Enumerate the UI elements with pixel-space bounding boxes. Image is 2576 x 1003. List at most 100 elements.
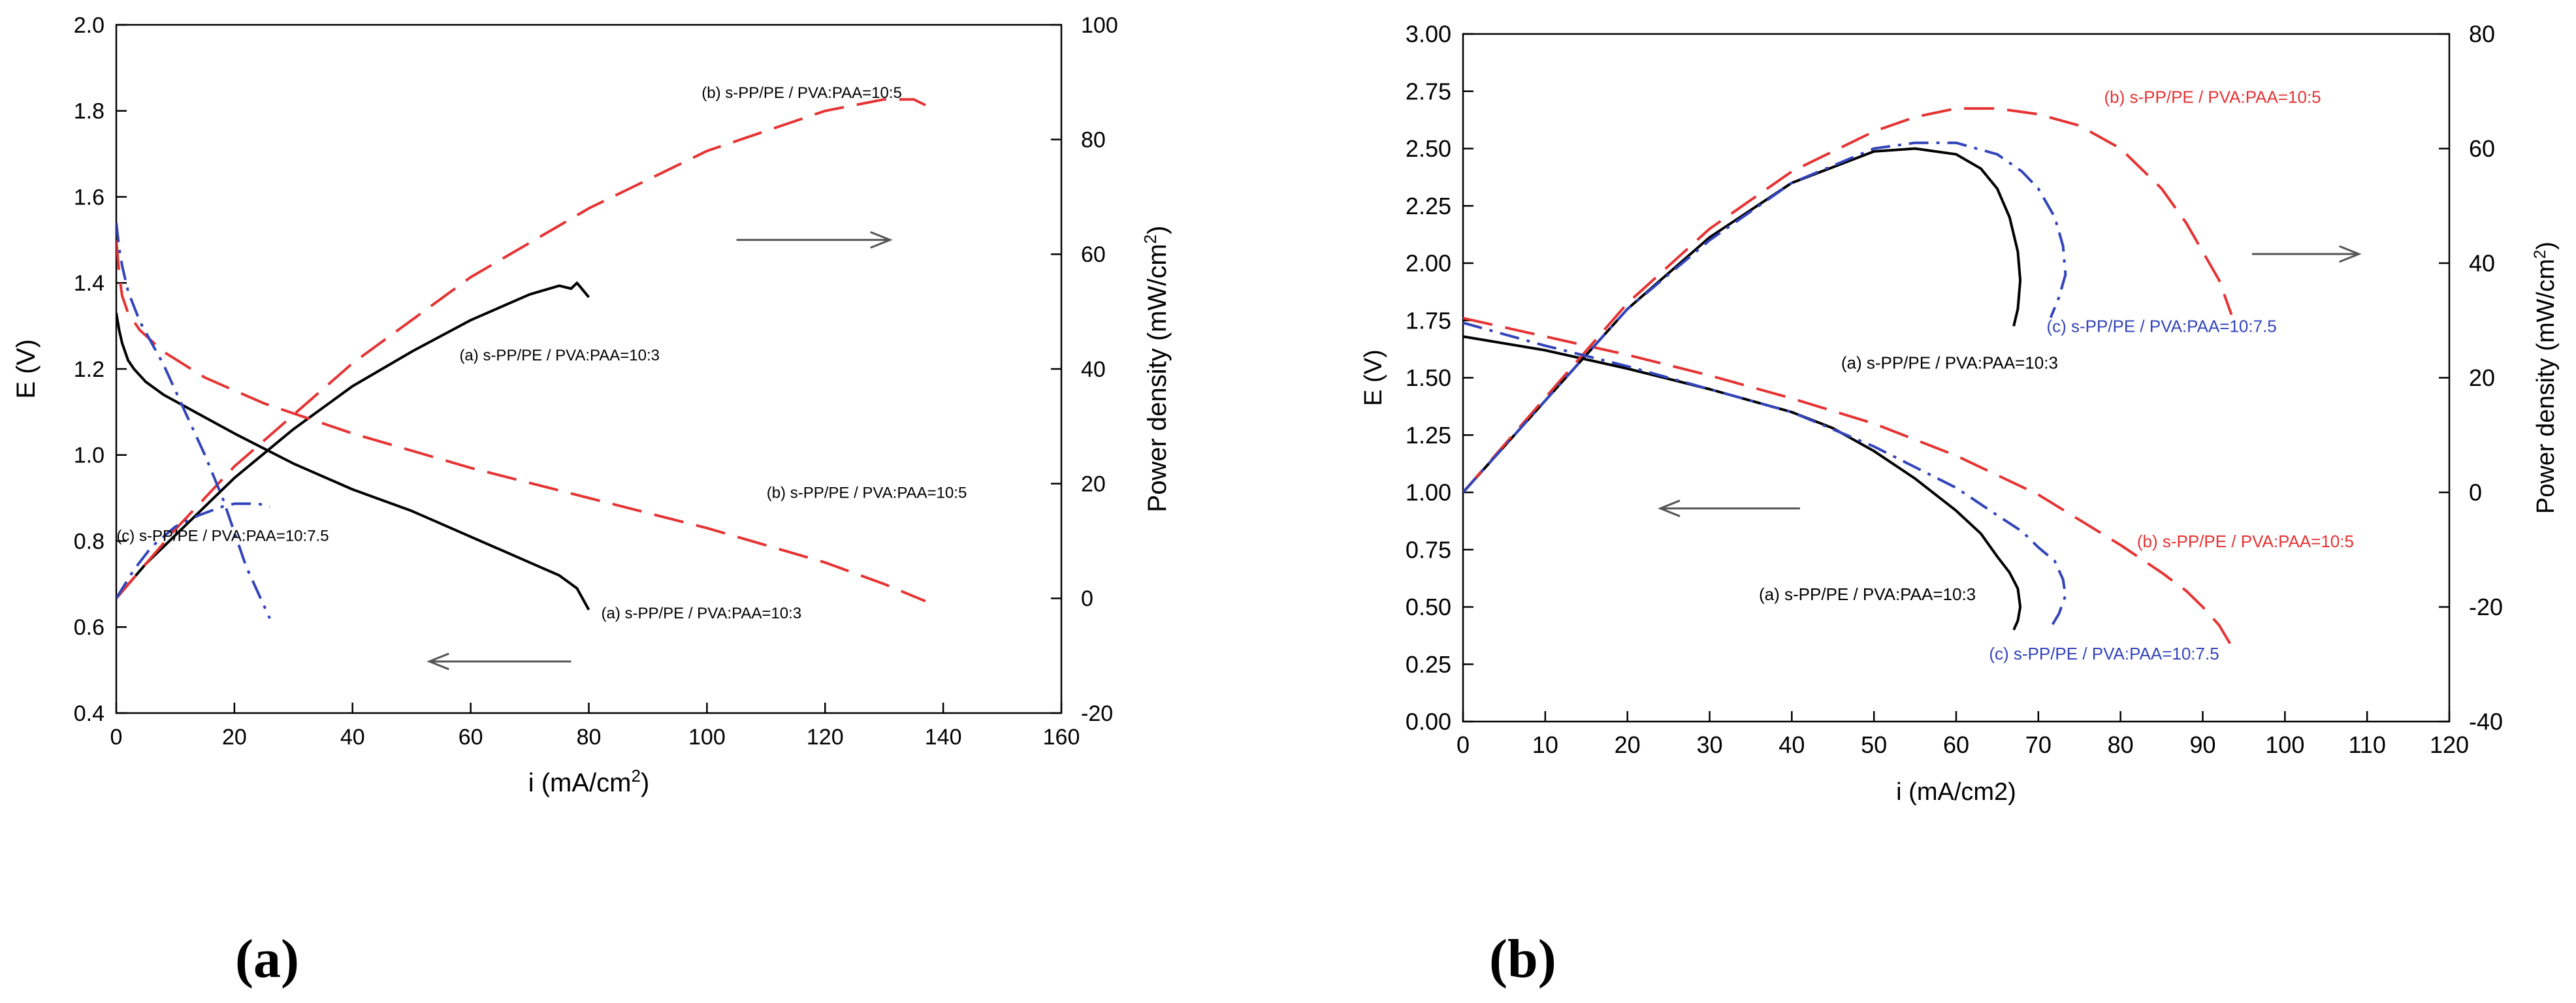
y2-axis-label-end: ) xyxy=(2532,242,2560,250)
y-tick-label: 2.75 xyxy=(1406,78,1451,104)
panel-label-b: (b) xyxy=(1489,929,1556,989)
y2-axis-label-end: ) xyxy=(1143,226,1172,234)
y2-tick-label: 60 xyxy=(2469,135,2495,162)
x-tick-label: 100 xyxy=(2265,731,2304,758)
x-tick-label: 10 xyxy=(1532,731,1558,758)
y2-tick-label: 40 xyxy=(1081,357,1106,382)
y-tick-label: 0.6 xyxy=(74,615,105,640)
x-tick-label: 40 xyxy=(340,725,365,750)
panel-label-a: (a) xyxy=(235,929,299,989)
power-curve-1 xyxy=(1463,147,2022,494)
y-tick-label: 2.00 xyxy=(1406,250,1451,277)
y2-tick-label: -20 xyxy=(1081,701,1113,726)
x-tick-label: 120 xyxy=(807,725,844,750)
curve-annotation-3: (a) s-PP/PE / PVA:PAA=10:3 xyxy=(1759,584,1976,604)
y2-tick-label: 80 xyxy=(2469,21,2495,48)
y2-tick-label: 80 xyxy=(1081,128,1106,153)
x-axis-label-sup: 2 xyxy=(631,766,640,786)
voltage-curve-4 xyxy=(1463,321,2067,629)
x-tick-label: 160 xyxy=(1043,725,1080,750)
voltage-curve-0 xyxy=(1463,335,2022,631)
x-tick-label: 90 xyxy=(2189,731,2215,758)
x-tick-label: 100 xyxy=(688,725,726,750)
arrow-head-0 xyxy=(870,231,893,249)
x-tick-label: 20 xyxy=(222,725,247,750)
y2-axis-label: Power density (mW/cm2) xyxy=(1140,226,1172,513)
x-tick-label: 120 xyxy=(2430,731,2469,758)
y-tick-label: 2.50 xyxy=(1406,135,1451,162)
y2-tick-label: 0 xyxy=(2469,479,2482,506)
x-tick-label: 30 xyxy=(1696,731,1722,758)
y-tick-label: 1.4 xyxy=(74,271,105,296)
y2-tick-label: 40 xyxy=(2469,250,2495,277)
y-tick-label: 0.8 xyxy=(74,529,105,554)
y-tick-label: 0.25 xyxy=(1406,651,1451,678)
x-axis-label: i (mA/cm2) xyxy=(1896,778,2016,806)
x-tick-label: 0 xyxy=(1457,731,1470,758)
x-axis-label-main: i (mA/cm xyxy=(528,769,632,797)
y-tick-label: 1.0 xyxy=(74,443,105,468)
x-tick-label: 60 xyxy=(1943,731,1969,758)
voltage-curve-4 xyxy=(116,222,271,619)
y-tick-label: 1.8 xyxy=(74,99,105,124)
curve-annotation-3: (c) s-PP/PE / PVA:PAA=10:7.5 xyxy=(116,528,329,545)
x-tick-label: 40 xyxy=(1779,731,1805,758)
x-tick-label: 50 xyxy=(1861,731,1887,758)
curve-annotation-5: (c) s-PP/PE / PVA:PAA=10:7.5 xyxy=(1989,644,2219,663)
y2-axis-label-sup: 2 xyxy=(1140,234,1160,244)
power-curve-1 xyxy=(116,281,590,599)
y-tick-label: 1.00 xyxy=(1406,479,1451,506)
curve-annotation-4: (a) s-PP/PE / PVA:PAA=10:3 xyxy=(601,605,801,622)
power-curve-5 xyxy=(116,502,270,599)
y2-axis-label-main: Power density (mW/cm xyxy=(2532,259,2560,514)
y2-tick-label: 100 xyxy=(1081,13,1118,38)
y2-axis-label-main: Power density (mW/cm xyxy=(1143,244,1172,512)
y2-tick-label: 20 xyxy=(1081,472,1106,497)
y-axis-label: E (V) xyxy=(12,339,40,398)
voltage-curve-2 xyxy=(1463,317,2233,647)
y-tick-label: 0.50 xyxy=(1406,594,1451,620)
curve-annotation-2: (b) s-PP/PE / PVA:PAA=10:5 xyxy=(767,485,967,502)
x-axis-label-end: ) xyxy=(641,769,649,797)
y-tick-label: 2.25 xyxy=(1406,193,1451,219)
voltage-curve-0 xyxy=(116,313,590,611)
y-tick-label: 1.6 xyxy=(74,185,105,210)
y-tick-label: 0.75 xyxy=(1406,536,1451,563)
curve-annotation-1: (a) s-PP/PE / PVA:PAA=10:3 xyxy=(459,347,660,364)
curve-annotation-1: (c) s-PP/PE / PVA:PAA=10:7.5 xyxy=(2046,316,2276,336)
x-tick-label: 70 xyxy=(2025,731,2052,758)
y-axis-label: E (V) xyxy=(1360,349,1387,406)
y-tick-label: 3.00 xyxy=(1406,21,1451,48)
x-tick-label: 140 xyxy=(925,725,962,750)
curve-annotation-2: (a) s-PP/PE / PVA:PAA=10:3 xyxy=(1841,353,2058,372)
arrow-head-0 xyxy=(2339,245,2362,263)
curve-annotation-0: (b) s-PP/PE / PVA:PAA=10:5 xyxy=(701,84,902,102)
y-tick-label: 1.25 xyxy=(1406,422,1451,449)
y-tick-label: 1.2 xyxy=(74,357,105,382)
y-tick-label: 1.75 xyxy=(1406,307,1451,334)
curve-annotation-4: (b) s-PP/PE / PVA:PAA=10:5 xyxy=(2137,532,2354,551)
y2-tick-label: -20 xyxy=(2469,594,2503,620)
y-tick-label: 1.50 xyxy=(1406,364,1451,391)
y-tick-label: 0.4 xyxy=(74,701,105,726)
x-axis-label-main: i (mA/cm2) xyxy=(1896,778,2016,806)
y-tick-label: 0.00 xyxy=(1406,708,1451,735)
power-curve-5 xyxy=(1463,141,2067,494)
y2-tick-label: 20 xyxy=(2469,364,2495,391)
power-curve-3 xyxy=(1463,107,2233,494)
y2-tick-label: 0 xyxy=(1081,586,1093,611)
y2-axis-label: Power density (mW/cm2) xyxy=(2532,242,2560,514)
x-tick-label: 60 xyxy=(459,725,483,750)
chart-panel-a: 0 20 40 60 80 100 120 140 160 0.4 0.6 0.8 1.0 1.2 1.4 1… xyxy=(12,13,1172,797)
chart-panel-b: 0 10 20 30 40 50 60 70 80 90 100 110 1200.000.250.50… xyxy=(1360,21,2560,806)
x-axis-label: i (mA/cm2) xyxy=(528,766,650,797)
x-tick-label: 20 xyxy=(1615,731,1641,758)
voltage-curve-2 xyxy=(116,240,926,603)
y2-tick-label: 60 xyxy=(1081,242,1106,267)
y2-axis-label-sup: 2 xyxy=(2532,250,2549,259)
plot-frame xyxy=(1462,33,2451,723)
arrow-head-1 xyxy=(1657,500,1681,517)
y-tick-label: 2.0 xyxy=(74,13,105,38)
x-tick-label: 80 xyxy=(577,725,602,750)
